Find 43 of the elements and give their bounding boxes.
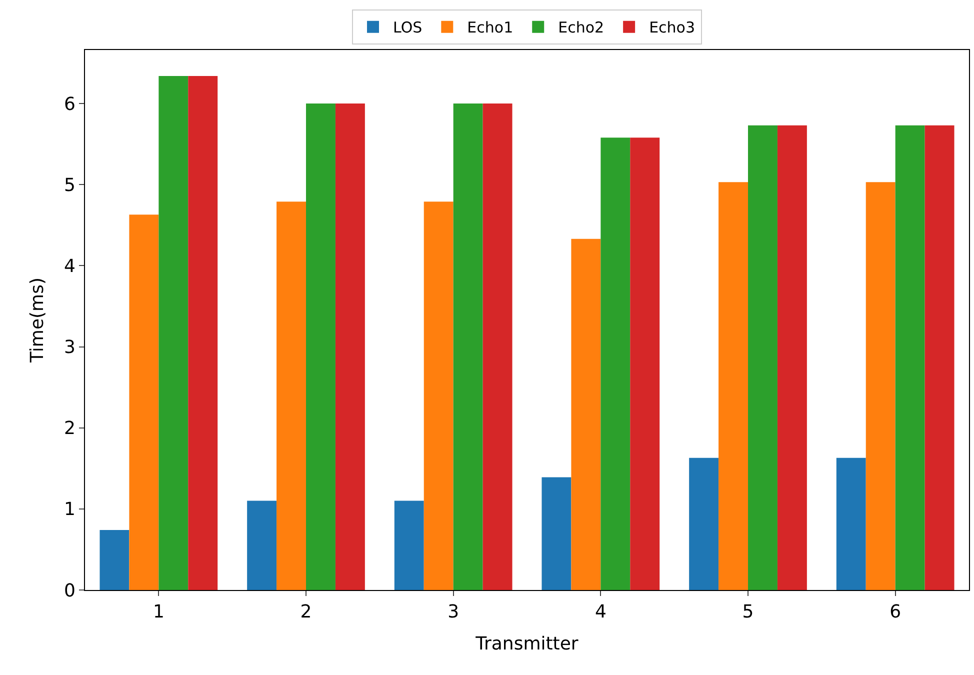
- bar: [129, 214, 159, 590]
- x-tick-label: 2: [300, 602, 312, 623]
- bar: [924, 125, 954, 590]
- y-tick-label: 2: [64, 418, 76, 440]
- y-tick-label: 6: [64, 94, 76, 115]
- y-tick-label: 4: [64, 256, 76, 277]
- y-axis-title: Time(ms): [27, 277, 48, 364]
- x-tick-label: 1: [152, 602, 164, 623]
- bar: [482, 104, 512, 590]
- legend-label: LOS: [393, 18, 422, 37]
- legend-label: Echo3: [649, 18, 696, 37]
- bar: [836, 458, 866, 590]
- bar: [453, 104, 483, 590]
- x-tick-label: 4: [594, 602, 606, 623]
- bar: [158, 76, 188, 590]
- bar: [718, 182, 748, 590]
- y-tick-label: 3: [64, 337, 76, 358]
- bar: [777, 125, 807, 590]
- x-tick-label: 3: [448, 602, 460, 623]
- bar: [600, 138, 630, 590]
- bar: [276, 202, 306, 590]
- bar: [748, 125, 778, 590]
- y-tick-label: 1: [64, 499, 76, 520]
- bar: [335, 104, 365, 590]
- bar: [895, 125, 925, 590]
- legend-label: Echo2: [558, 18, 604, 37]
- bar: [866, 182, 896, 590]
- x-axis-title: Transmitter: [474, 634, 579, 655]
- x-tick-label: 5: [742, 602, 754, 623]
- bar: [571, 238, 601, 590]
- bar: [630, 138, 660, 590]
- bar: [306, 104, 336, 590]
- y-tick-label: 5: [64, 174, 76, 196]
- bar: [247, 500, 277, 590]
- bar: [542, 477, 572, 590]
- y-tick-label: 0: [64, 580, 76, 602]
- bar: [100, 530, 130, 590]
- bar: [689, 458, 719, 590]
- legend-label: Echo1: [467, 18, 514, 37]
- bar: [394, 500, 424, 590]
- bar: [424, 202, 454, 590]
- bar: [188, 76, 218, 590]
- x-tick-label: 6: [890, 602, 902, 623]
